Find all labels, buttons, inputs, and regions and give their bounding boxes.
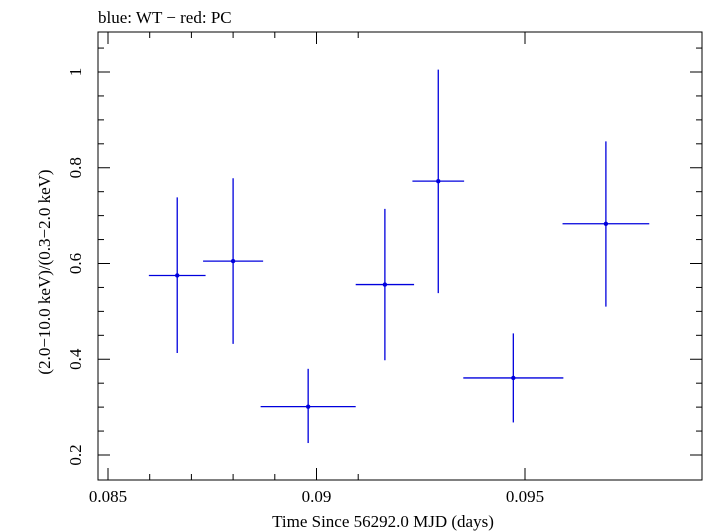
x-tick-label: 0.085	[89, 487, 127, 506]
x-axis-label: Time Since 56292.0 MJD (days)	[272, 512, 494, 531]
data-point	[305, 404, 311, 409]
data-point	[382, 282, 388, 287]
plot-frame	[97, 31, 703, 481]
data-point	[436, 178, 441, 184]
y-tick-label: 0.2	[66, 444, 85, 465]
y-axis-ticks: 0.2 0.4 0.6 0.8 1	[66, 47, 702, 466]
data-point	[230, 258, 236, 264]
y-tick-label: 0.8	[66, 157, 85, 178]
y-tick-label: 0.4	[66, 348, 85, 370]
data-series	[148, 69, 650, 444]
x-axis-ticks: 0.085 0.09 0.095	[89, 32, 544, 506]
data-point	[175, 273, 180, 278]
x-tick-label: 0.09	[302, 487, 332, 506]
data-point	[511, 375, 516, 381]
y-axis-label: (2.0−10.0 keV)/(0.3−2.0 keV)	[35, 169, 54, 374]
y-tick-label: 0.6	[66, 253, 85, 274]
chart-title: blue: WT − red: PC	[98, 8, 232, 27]
data-point	[603, 221, 609, 226]
series-wt	[148, 69, 650, 444]
y-tick-label: 1	[66, 68, 85, 77]
x-tick-label: 0.095	[506, 487, 544, 506]
